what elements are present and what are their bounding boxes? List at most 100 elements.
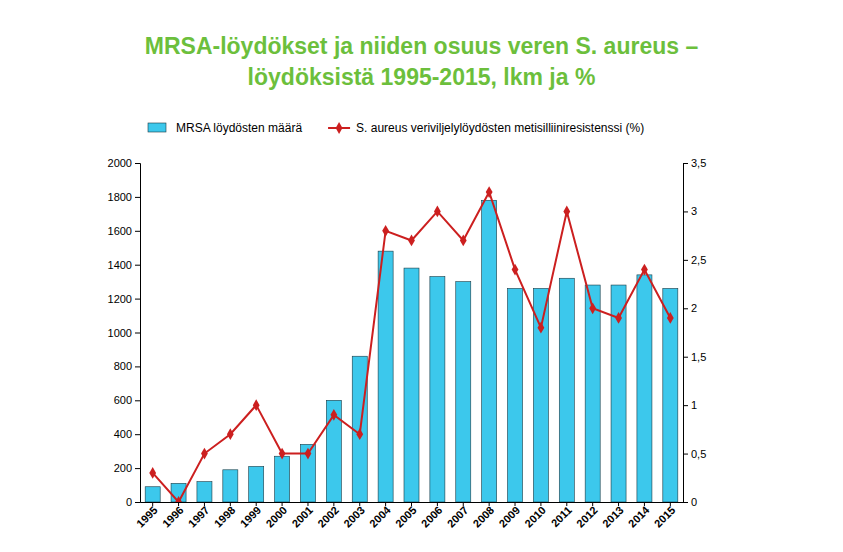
y-tick: 1000 xyxy=(108,327,140,339)
x-tick-label: 2010 xyxy=(522,504,548,530)
x-tick: 2006 xyxy=(419,502,445,530)
y-tick-label: 2000 xyxy=(108,157,132,169)
chart: MRSA-löydökset ja niiden osuus veren S. … xyxy=(0,0,843,552)
line xyxy=(153,192,671,502)
y-tick-mark xyxy=(135,163,140,164)
x-tick: 1998 xyxy=(212,502,238,530)
x-tick: 2010 xyxy=(522,502,548,530)
y2-tick-label: 2 xyxy=(691,302,697,314)
x-tick: 2004 xyxy=(367,502,393,530)
bar xyxy=(197,482,212,502)
bar xyxy=(508,288,523,502)
x-tick: 1999 xyxy=(238,502,264,530)
x-tick-label: 2012 xyxy=(574,504,600,530)
x-tick: 2000 xyxy=(263,502,289,530)
x-tick: 2014 xyxy=(626,502,652,530)
y2-tick: 2 xyxy=(683,302,697,314)
y2-tick-mark xyxy=(683,308,688,309)
marker xyxy=(330,409,337,421)
y-tick-mark xyxy=(135,502,140,503)
y-tick: 1400 xyxy=(108,259,140,271)
y-axis: 0200400600800100012001400160018002000 xyxy=(108,157,141,508)
bar xyxy=(223,470,238,502)
marker xyxy=(227,428,234,440)
y-tick-mark xyxy=(135,299,140,300)
bar xyxy=(585,285,600,502)
legend-label: S. aureus veriviljelylöydösten metisilli… xyxy=(356,121,644,135)
x-tick-label: 2007 xyxy=(445,504,471,530)
x-tick-label: 2001 xyxy=(289,504,315,530)
x-tick: 2007 xyxy=(445,502,471,530)
x-tick-label: 1995 xyxy=(134,504,160,530)
y-tick-label: 1800 xyxy=(108,191,132,203)
x-tick-label: 1996 xyxy=(160,504,186,530)
plot: 020040060080010001200140016001800200000,… xyxy=(108,157,707,530)
y-tick: 1800 xyxy=(108,191,140,203)
legend-label: MRSA löydösten määrä xyxy=(176,121,302,135)
x-tick-label: 2013 xyxy=(600,504,626,530)
y-tick-mark xyxy=(135,468,140,469)
y2-tick-label: 0 xyxy=(691,496,697,508)
y-tick-label: 200 xyxy=(114,462,132,474)
y2-tick: 0 xyxy=(683,496,697,508)
y2-tick: 0,5 xyxy=(683,448,706,460)
bar xyxy=(145,487,160,502)
x-tick: 2009 xyxy=(496,502,522,530)
marker xyxy=(460,235,467,247)
marker xyxy=(563,206,570,218)
y-tick-label: 1400 xyxy=(108,259,132,271)
y2-tick-label: 3 xyxy=(691,205,697,217)
y-tick: 400 xyxy=(114,428,140,440)
y2-tick: 3 xyxy=(683,205,697,217)
x-tick-label: 2009 xyxy=(496,504,522,530)
title: MRSA-löydökset ja niiden osuus veren S. … xyxy=(145,33,699,90)
bar xyxy=(559,278,574,502)
y-tick: 2000 xyxy=(108,157,140,169)
x-tick: 2008 xyxy=(470,502,496,530)
y-tick-mark xyxy=(135,197,140,198)
bar xyxy=(456,282,471,502)
x-tick-label: 2011 xyxy=(549,504,574,529)
marker xyxy=(253,399,260,411)
x-tick: 2015 xyxy=(652,502,678,530)
y2-axis: 00,511,522,533,5 xyxy=(683,157,706,508)
y-tick: 1200 xyxy=(108,293,140,305)
y2-tick: 1 xyxy=(683,399,697,411)
y-tick: 1600 xyxy=(108,225,140,237)
x-tick-label: 2003 xyxy=(341,504,367,530)
marker xyxy=(641,264,648,276)
legend-item: MRSA löydösten määrä xyxy=(148,121,302,135)
marker xyxy=(279,448,286,460)
legend: MRSA löydösten määrä S. aureus veriviljel… xyxy=(148,121,644,135)
y2-tick-label: 0,5 xyxy=(691,448,706,460)
legend-swatch xyxy=(148,123,166,132)
y-tick-mark xyxy=(135,231,140,232)
title-line: MRSA-löydökset ja niiden osuus veren S. … xyxy=(145,33,699,59)
marker xyxy=(486,186,493,198)
marker xyxy=(305,448,312,460)
y2-tick-label: 1 xyxy=(691,399,697,411)
x-tick: 2013 xyxy=(600,502,626,530)
bar xyxy=(378,251,393,502)
marker xyxy=(201,448,208,460)
y2-tick-mark xyxy=(683,405,688,406)
x-tick: 2002 xyxy=(315,502,341,530)
x-tick-label: 2002 xyxy=(315,504,341,530)
marker xyxy=(382,225,389,237)
y2-tick-mark xyxy=(683,502,688,503)
legend-item: S. aureus veriviljelylöydösten metisilli… xyxy=(328,121,644,135)
marker xyxy=(667,312,674,324)
bar xyxy=(611,285,626,502)
bar xyxy=(637,275,652,502)
y-tick-label: 400 xyxy=(114,428,132,440)
y-axis-line xyxy=(135,164,141,503)
y2-tick-mark xyxy=(683,454,688,455)
x-tick-label: 2004 xyxy=(367,503,393,529)
y-tick-label: 800 xyxy=(114,360,132,372)
y-tick-label: 1600 xyxy=(108,225,132,237)
y2-tick: 2,5 xyxy=(683,254,706,266)
x-tick: 1995 xyxy=(134,502,160,530)
y-tick-mark xyxy=(135,265,140,266)
y2-tick: 3,5 xyxy=(683,157,706,169)
y2-tick-mark xyxy=(683,357,688,358)
